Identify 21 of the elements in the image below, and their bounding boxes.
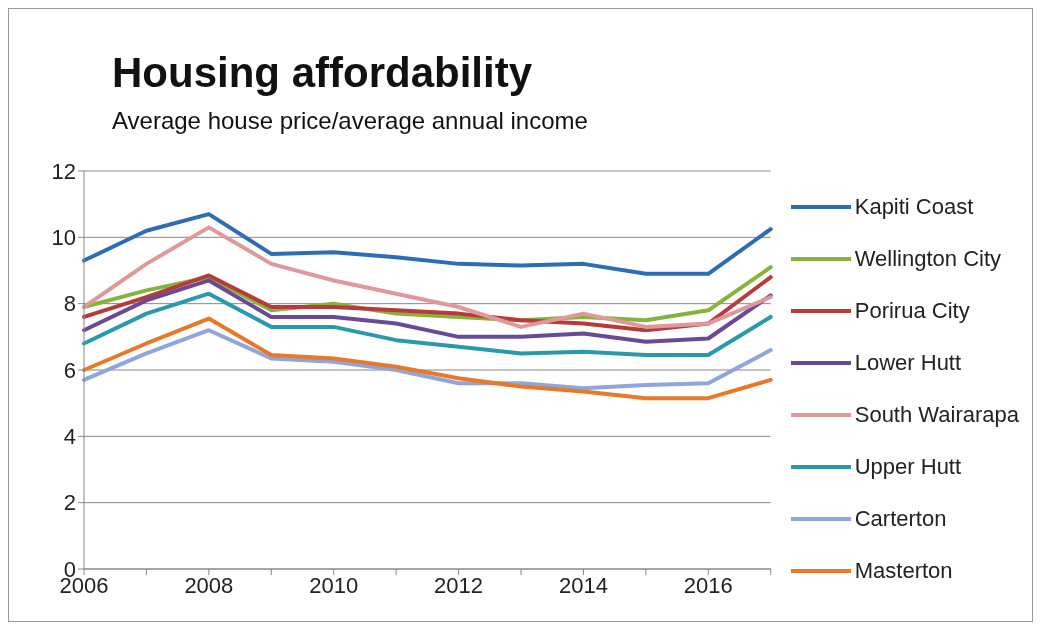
- chart-title: Housing affordability: [112, 49, 532, 97]
- y-tick-label: 2: [63, 490, 76, 516]
- legend-label: South Wairarapa: [854, 402, 1019, 428]
- legend-label: Lower Hutt: [854, 350, 962, 376]
- legend-label: Carterton: [854, 506, 947, 532]
- y-tick-label: 4: [63, 424, 76, 450]
- legend-label: Wellington City: [854, 246, 1002, 272]
- legend-label: Kapiti Coast: [854, 194, 974, 220]
- y-tick-label: 8: [63, 291, 76, 317]
- y-tick-label: 6: [63, 357, 76, 383]
- legend-label: Porirua City: [854, 298, 970, 324]
- y-tick-label: 12: [51, 158, 76, 184]
- x-tick-label: 2016: [683, 572, 733, 598]
- legend-label: Masterton: [854, 558, 953, 584]
- legend-label: Upper Hutt: [854, 454, 962, 480]
- y-tick-label: 10: [51, 225, 76, 251]
- x-tick-label: 2010: [309, 572, 359, 598]
- x-tick-label: 2012: [434, 572, 484, 598]
- x-tick-label: 2014: [558, 572, 608, 598]
- x-tick-label: 2008: [184, 572, 234, 598]
- chart-subtitle: Average house price/average annual income: [112, 107, 588, 135]
